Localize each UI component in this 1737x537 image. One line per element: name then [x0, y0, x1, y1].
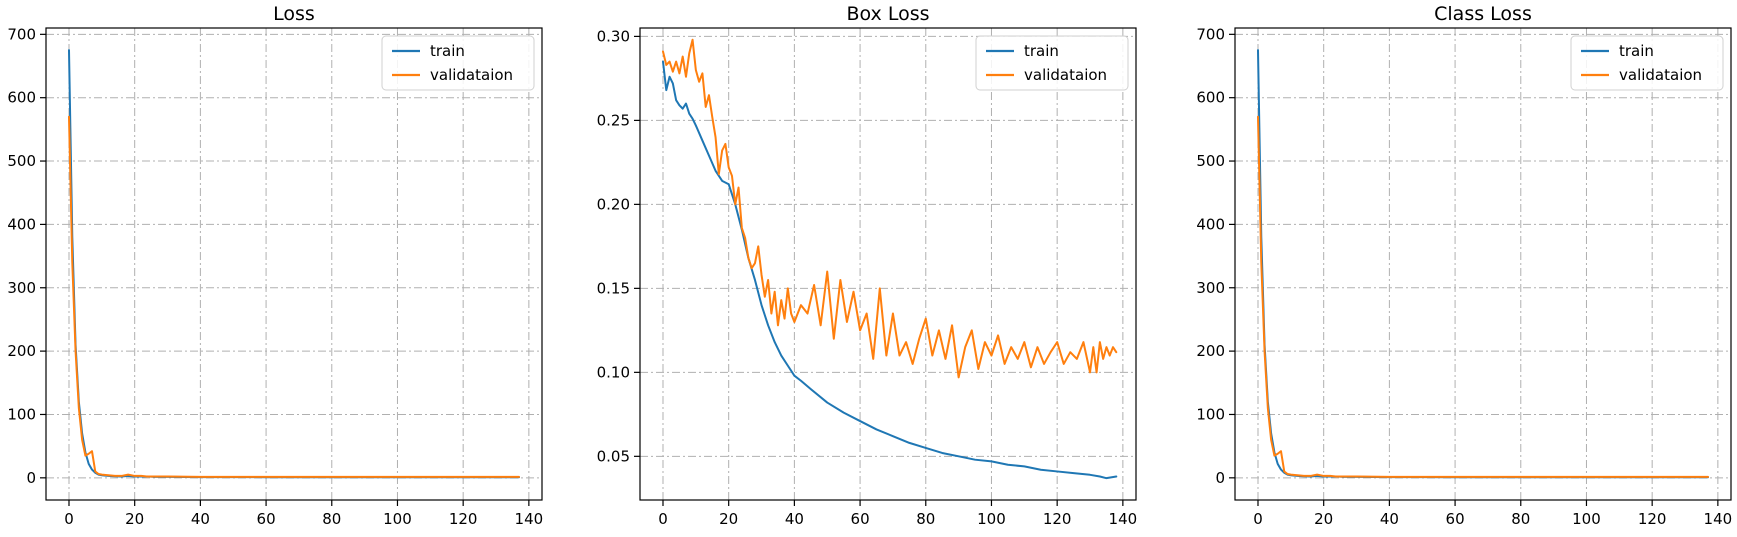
y-tick-label: 300 — [1196, 279, 1225, 297]
y-tick-label: 600 — [1196, 89, 1225, 107]
legend-box — [1570, 35, 1724, 91]
y-tick-label: 0.30 — [597, 27, 630, 45]
legend-label-validataion: validataion — [430, 66, 513, 84]
x-tick-label: 0 — [1253, 510, 1263, 528]
legend-label-validataion: validataion — [1619, 66, 1702, 84]
plot-frame — [639, 27, 1137, 501]
series-line-train — [67, 49, 521, 479]
x-tick-label: 140 — [1704, 510, 1733, 528]
chart-panel-3: 0 20 40 60 80 100 120 140 0 100 200 300 400 500 600 700… — [1196, 3, 1732, 528]
x-tick-label: 20 — [1314, 510, 1333, 528]
y-tick-label: 500 — [1196, 152, 1225, 170]
legend-box — [381, 35, 535, 91]
plot-frame — [45, 27, 543, 501]
y-tick-label: 0.10 — [597, 363, 630, 381]
x-tick-label: 40 — [191, 510, 210, 528]
x-tick-label: 60 — [1446, 510, 1465, 528]
x-tick-label: 80 — [916, 510, 935, 528]
y-tick-label: 200 — [7, 342, 36, 360]
x-tick-label: 0 — [658, 510, 668, 528]
y-tick-label: 0.05 — [597, 447, 630, 465]
plot-area — [661, 38, 1118, 480]
y-tick-label: 700 — [1196, 25, 1225, 43]
legend-label-train: train — [430, 42, 465, 60]
x-tick-label: 80 — [1511, 510, 1530, 528]
y-tick-label: 0.20 — [597, 195, 630, 213]
x-tick-label: 120 — [1638, 510, 1667, 528]
y-tick-label: 100 — [7, 405, 36, 423]
x-tick-label: 20 — [125, 510, 144, 528]
chart-title: Class Loss — [1434, 3, 1532, 25]
x-tick-label: 40 — [785, 510, 804, 528]
y-tick-label: 600 — [7, 89, 36, 107]
y-tick-label: 400 — [7, 215, 36, 233]
y-tick-label: 400 — [1196, 215, 1225, 233]
series-line-validataion — [1256, 115, 1710, 478]
chart-title: Loss — [273, 3, 315, 25]
x-tick-label: 100 — [1572, 510, 1601, 528]
x-tick-label: 140 — [1109, 510, 1138, 528]
chart-title: Box Loss — [846, 3, 929, 25]
y-tick-label: 300 — [7, 279, 36, 297]
y-tick-label: 0 — [26, 469, 36, 487]
x-tick-label: 40 — [1380, 510, 1399, 528]
plot-area — [67, 49, 521, 479]
y-tick-label: 0.25 — [597, 111, 630, 129]
legend: train validataion — [1570, 35, 1724, 91]
series-line-validataion — [67, 115, 521, 478]
series-line-train — [1256, 49, 1710, 479]
x-tick-label: 100 — [977, 510, 1006, 528]
y-tick-label: 200 — [1196, 342, 1225, 360]
legend-label-validataion: validataion — [1024, 66, 1107, 84]
y-tick-label: 700 — [7, 25, 36, 43]
series-line-train — [661, 60, 1118, 480]
legend-label-train: train — [1619, 42, 1654, 60]
y-tick-label: 0.15 — [597, 279, 630, 297]
x-tick-label: 120 — [449, 510, 478, 528]
x-tick-label: 100 — [383, 510, 412, 528]
legend: train validataion — [381, 35, 535, 91]
legend: train validataion — [975, 35, 1129, 91]
plot-frame — [1234, 27, 1732, 501]
series-line-validataion — [661, 38, 1118, 379]
chart-panel-2: 0 20 40 60 80 100 120 140 0.05 0.10 0.15 0.20 0.25 0.… — [597, 3, 1138, 528]
x-tick-label: 60 — [851, 510, 870, 528]
y-tick-label: 500 — [7, 152, 36, 170]
chart-panel-1: 0 20 40 60 80 100 120 140 0 100 200 300 400 500 600 700… — [7, 3, 543, 528]
x-tick-label: 60 — [257, 510, 276, 528]
legend-label-train: train — [1024, 42, 1059, 60]
x-tick-label: 140 — [515, 510, 544, 528]
plot-area — [1256, 49, 1710, 479]
y-tick-label: 100 — [1196, 405, 1225, 423]
x-tick-label: 20 — [719, 510, 738, 528]
x-tick-label: 120 — [1043, 510, 1072, 528]
x-tick-label: 80 — [322, 510, 341, 528]
x-tick-label: 0 — [64, 510, 74, 528]
y-tick-label: 0 — [1215, 469, 1225, 487]
legend-box — [975, 35, 1129, 91]
